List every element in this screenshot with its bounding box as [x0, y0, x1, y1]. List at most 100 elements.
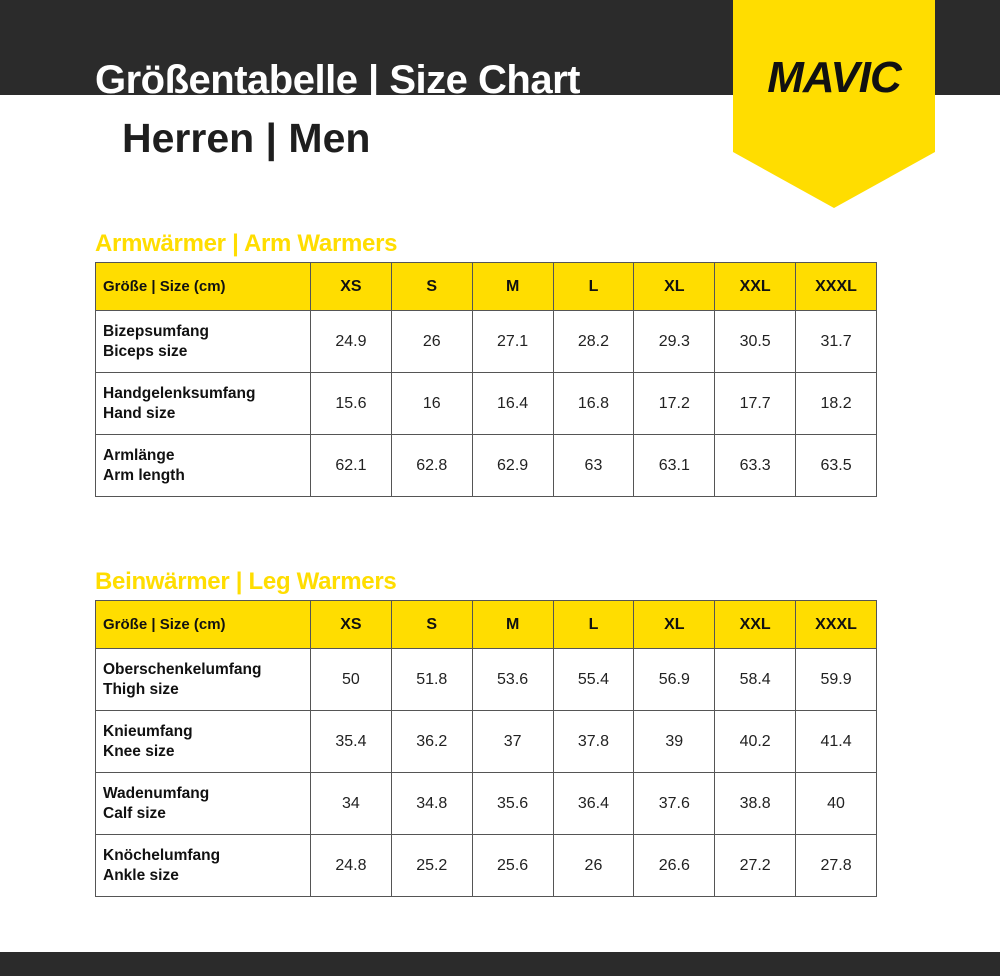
measurement-cell: 37 — [471, 710, 554, 773]
mavic-logo: MAVIC — [733, 0, 935, 208]
measurement-cell: 28.2 — [552, 310, 635, 373]
size-col-header: S — [390, 262, 473, 311]
table-row: Armlänge Arm length 62.1 62.8 62.9 63 63.1 63.3… — [95, 434, 877, 497]
label-de: Knöchelumfang — [103, 846, 221, 864]
measurement-cell: 63.1 — [633, 434, 716, 497]
table-row: Handgelenksumfang Hand size 15.6 16 16.4 16.8… — [95, 372, 877, 435]
measurement-cell: 55.4 — [552, 648, 635, 711]
footer-band — [0, 952, 1000, 976]
measurement-cell: 27.8 — [795, 834, 877, 897]
leg-warmers-title: Beinwärmer | Leg Warmers — [95, 568, 397, 595]
row-label: Knöchelumfang Ankle size — [95, 834, 311, 897]
row-label: Bizepsumfang Biceps size — [95, 310, 311, 373]
measurement-cell: 17.2 — [633, 372, 716, 435]
table-row: Knieumfang Knee size 35.4 36.2 37 37.8 39 40.2 4… — [95, 710, 877, 773]
size-col-header: XXL — [714, 262, 797, 311]
label-en: Ankle size — [103, 866, 179, 884]
label-en: Thigh size — [103, 680, 179, 698]
arm-warmers-title: Armwärmer | Arm Warmers — [95, 230, 398, 257]
size-col-header: XXXL — [795, 600, 877, 649]
row-label: Handgelenksumfang Hand size — [95, 372, 311, 435]
measurement-cell: 17.7 — [714, 372, 797, 435]
measurement-cell: 26.6 — [633, 834, 716, 897]
label-de: Bizepsumfang — [103, 322, 209, 340]
measurement-cell: 27.2 — [714, 834, 797, 897]
measurement-cell: 39 — [633, 710, 716, 773]
size-header: Größe | Size (cm) — [95, 600, 311, 649]
measurement-cell: 25.6 — [471, 834, 554, 897]
measurement-cell: 41.4 — [795, 710, 877, 773]
label-en: Hand size — [103, 404, 176, 422]
page-subtitle: Herren | Men — [122, 115, 371, 161]
measurement-cell: 50 — [310, 648, 392, 711]
row-label: Oberschenkelumfang Thigh size — [95, 648, 311, 711]
label-de: Wadenumfang — [103, 784, 210, 802]
measurement-cell: 40.2 — [714, 710, 797, 773]
header-row: Größe | Size (cm) XS S M L XL XXL XXXL — [95, 600, 877, 649]
measurement-cell: 51.8 — [390, 648, 473, 711]
measurement-cell: 24.8 — [310, 834, 392, 897]
size-col-header: XL — [633, 262, 716, 311]
row-label: Wadenumfang Calf size — [95, 772, 311, 835]
measurement-cell: 34.8 — [390, 772, 473, 835]
measurement-cell: 29.3 — [633, 310, 716, 373]
measurement-cell: 16 — [390, 372, 473, 435]
size-col-header: L — [552, 600, 635, 649]
table-row: Knöchelumfang Ankle size 24.8 25.2 25.6 26 26.… — [95, 834, 877, 897]
measurement-cell: 62.9 — [471, 434, 554, 497]
table-row: Bizepsumfang Biceps size 24.9 26 27.1 28.2 29.… — [95, 310, 877, 373]
measurement-cell: 40 — [795, 772, 877, 835]
measurement-cell: 53.6 — [471, 648, 554, 711]
header-row: Größe | Size (cm) XS S M L XL XXL XXXL — [95, 262, 877, 311]
leg-warmers-table: Größe | Size (cm) XS S M L XL XXL XXXL Oberschen… — [95, 600, 877, 897]
measurement-cell: 31.7 — [795, 310, 877, 373]
measurement-cell: 34 — [310, 772, 392, 835]
measurement-cell: 63.5 — [795, 434, 877, 497]
size-col-header: XS — [310, 600, 392, 649]
measurement-cell: 62.1 — [310, 434, 392, 497]
page-title: Größentabelle | Size Chart — [95, 58, 580, 95]
label-en: Biceps size — [103, 342, 188, 360]
measurement-cell: 36.4 — [552, 772, 635, 835]
measurement-cell: 63 — [552, 434, 635, 497]
measurement-cell: 26 — [552, 834, 635, 897]
measurement-cell: 62.8 — [390, 434, 473, 497]
size-col-header: M — [471, 262, 554, 311]
measurement-cell: 16.8 — [552, 372, 635, 435]
measurement-cell: 59.9 — [795, 648, 877, 711]
table-row: Oberschenkelumfang Thigh size 50 51.8 53.6 55… — [95, 648, 877, 711]
label-en: Arm length — [103, 466, 185, 484]
arm-warmers-table: Größe | Size (cm) XS S M L XL XXL XXXL Bizepsumf… — [95, 262, 877, 497]
measurement-cell: 37.6 — [633, 772, 716, 835]
measurement-cell: 27.1 — [471, 310, 554, 373]
size-col-header: XS — [310, 262, 392, 311]
measurement-cell: 35.6 — [471, 772, 554, 835]
measurement-cell: 15.6 — [310, 372, 392, 435]
label-en: Knee size — [103, 742, 175, 760]
label-de: Oberschenkelumfang — [103, 660, 262, 678]
measurement-cell: 38.8 — [714, 772, 797, 835]
measurement-cell: 37.8 — [552, 710, 635, 773]
measurement-cell: 56.9 — [633, 648, 716, 711]
measurement-cell: 25.2 — [390, 834, 473, 897]
size-col-header: S — [390, 600, 473, 649]
row-label: Armlänge Arm length — [95, 434, 311, 497]
size-col-header: M — [471, 600, 554, 649]
measurement-cell: 18.2 — [795, 372, 877, 435]
size-col-header: XL — [633, 600, 716, 649]
measurement-cell: 36.2 — [390, 710, 473, 773]
table-row: Wadenumfang Calf size 34 34.8 35.6 36.4 37.6 38… — [95, 772, 877, 835]
measurement-cell: 30.5 — [714, 310, 797, 373]
row-label: Knieumfang Knee size — [95, 710, 311, 773]
measurement-cell: 63.3 — [714, 434, 797, 497]
label-de: Knieumfang — [103, 722, 193, 740]
measurement-cell: 24.9 — [310, 310, 392, 373]
size-header: Größe | Size (cm) — [95, 262, 311, 311]
measurement-cell: 58.4 — [714, 648, 797, 711]
measurement-cell: 16.4 — [471, 372, 554, 435]
size-col-header: XXXL — [795, 262, 877, 311]
label-de: Armlänge — [103, 446, 175, 464]
measurement-cell: 35.4 — [310, 710, 392, 773]
size-col-header: XXL — [714, 600, 797, 649]
measurement-cell: 26 — [390, 310, 473, 373]
